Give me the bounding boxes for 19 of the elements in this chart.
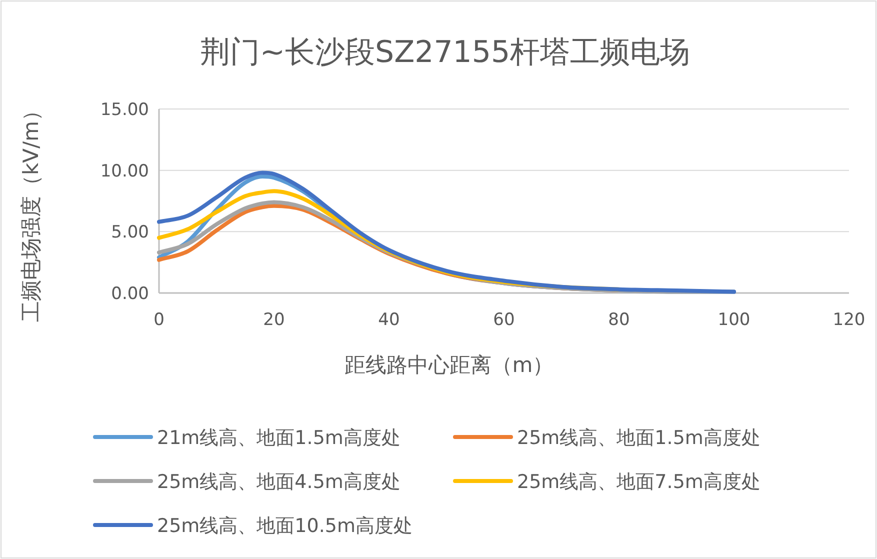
y-axis-title: 工频电场强度（kV/m） xyxy=(19,100,43,322)
legend-label: 25m线高、地面1.5m高度处 xyxy=(517,427,760,449)
y-tick-label: 0.00 xyxy=(111,284,149,304)
x-tick-label: 20 xyxy=(263,310,285,330)
x-tick-label: 120 xyxy=(832,310,866,330)
y-tick-label: 10.00 xyxy=(100,161,149,182)
chart-title: 荆门~长沙段SZ27155杆塔工频电场 xyxy=(200,35,690,70)
x-tick-label: 80 xyxy=(608,310,630,330)
legend-label: 25m线高、地面10.5m高度处 xyxy=(157,515,412,537)
x-tick-label: 100 xyxy=(718,310,750,330)
x-tick-label: 40 xyxy=(378,310,400,330)
x-axis-title: 距线路中心距离（m） xyxy=(344,353,554,377)
x-tick-label: 60 xyxy=(493,310,515,330)
x-tick-label: 0 xyxy=(154,310,164,330)
y-tick-label: 15.00 xyxy=(100,100,149,120)
y-tick-label: 5.00 xyxy=(111,222,149,243)
legend-label: 25m线高、地面7.5m高度处 xyxy=(517,471,760,493)
legend-label: 21m线高、地面1.5m高度处 xyxy=(157,427,400,449)
legend-label: 25m线高、地面4.5m高度处 xyxy=(157,471,400,493)
